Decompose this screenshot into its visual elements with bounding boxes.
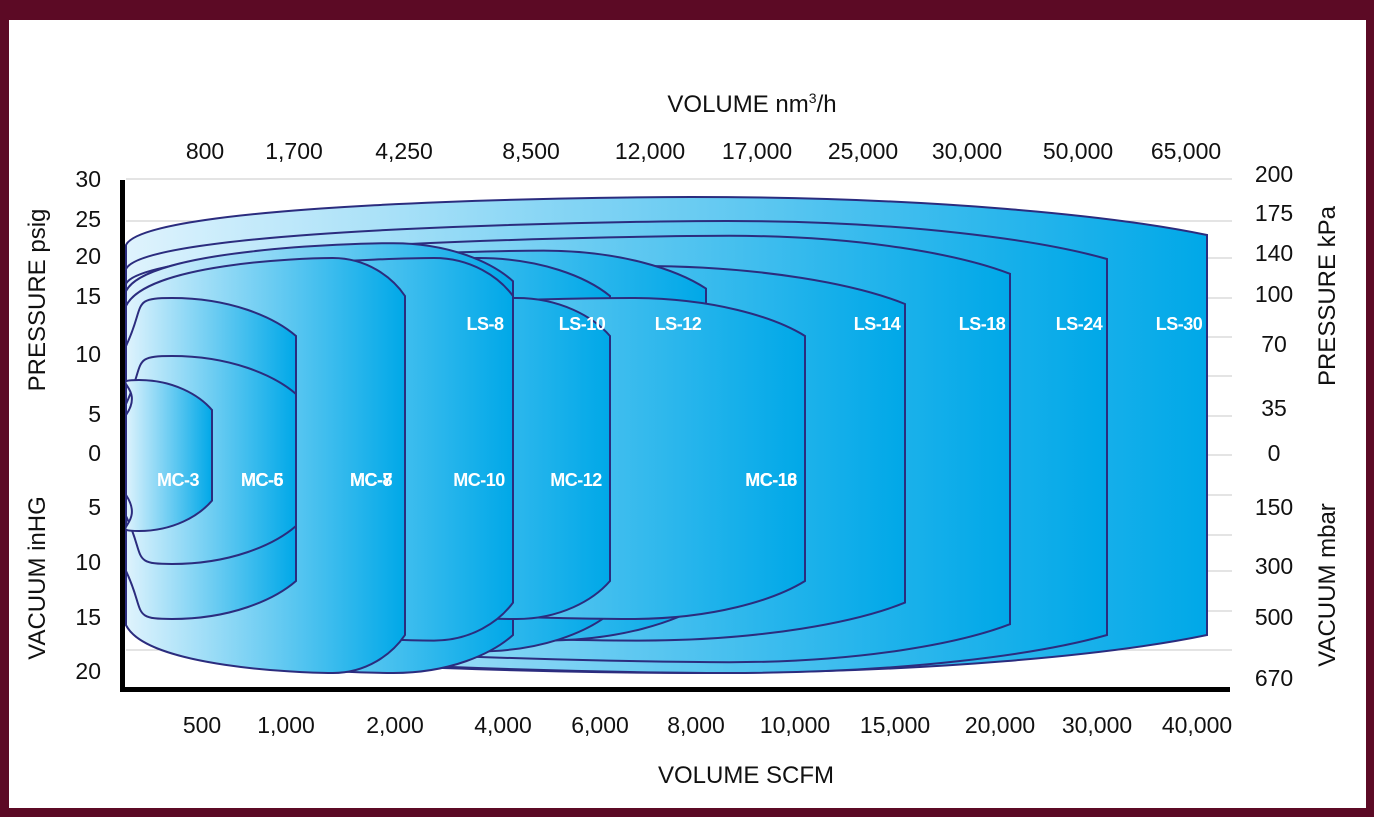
x-bottom-tick-2: 2,000 [366,712,424,738]
x-top-tick-6: 25,000 [828,138,898,164]
band-label-mc-3: MC-3 [157,470,199,490]
y-right-vacuum-tick-0: 150 [1255,494,1293,520]
x-top-tick-5: 17,000 [722,138,792,164]
x-top-tick-2: 4,250 [375,138,433,164]
y-left-pressure-tick-5: 5 [88,401,101,427]
band-series [124,195,1208,675]
band-label-ls-14: LS-14 [854,314,901,334]
y-left-pressure-tick-1: 25 [75,206,101,232]
band-label-ls-10: LS-10 [559,314,606,334]
band-label-ls-30: LS-30 [1156,314,1203,334]
x-bottom-tick-10: 40,000 [1162,712,1232,738]
x-bottom-tick-7: 15,000 [860,712,930,738]
x-top-axis-title: VOLUME nm3/h [667,90,836,118]
band-labels: LS-30LS-24LS-18LS-14LS-12LS-10LS-8MC-18M… [157,314,1203,490]
y-left-vacuum-title: VACUUM inHG [24,496,51,660]
band-label-mc-8: MC-8 [350,470,392,490]
band-label-mc-5: MC-5 [241,470,283,490]
band-label-ls-24: LS-24 [1056,314,1103,334]
y-right-pressure-tick-4: 70 [1261,331,1287,357]
x-bottom-tick-4: 6,000 [571,712,629,738]
y-left-vacuum-tick-2: 15 [75,604,101,630]
band-label-ls-8: LS-8 [466,314,503,334]
band-label-mc-6: MC-6 [241,470,283,490]
x-top-tick-1: 1,700 [265,138,323,164]
y-left-pressure-title: PRESSURE psig [24,209,51,392]
y-left-pressure-tick-4: 10 [75,341,101,367]
y-left-vacuum-tick-3: 20 [75,658,101,684]
y-right-pressure-tick-0: 200 [1255,161,1293,187]
y-right-pressure-tick-5: 35 [1261,395,1287,421]
y-right-vacuum-tick-2: 500 [1255,604,1293,630]
y-left-pressure-tick-2: 20 [75,243,101,269]
y-right-pressure-tick-1: 175 [1255,200,1293,226]
y-right-pressure-tick-6: 0 [1268,440,1281,466]
y-right-vacuum-tick-1: 300 [1255,553,1293,579]
x-top-tick-7: 30,000 [932,138,1002,164]
y-right-pressure-title: PRESSURE kPa [1314,205,1341,386]
x-top-tick-4: 12,000 [615,138,685,164]
x-bottom-tick-9: 30,000 [1062,712,1132,738]
x-bottom-tick-3: 4,000 [474,712,532,738]
x-bottom-tick-5: 8,000 [667,712,725,738]
y-right-vacuum-title: VACUUM mbar [1314,503,1341,667]
y-right-vacuum-tick-3: 670 [1255,665,1293,691]
y-left-pressure-tick-0: 30 [75,166,101,192]
x-top-tick-9: 65,000 [1151,138,1221,164]
band-label-ls-18: LS-18 [959,314,1006,334]
x-bottom-tick-8: 20,000 [965,712,1035,738]
x-bottom-tick-6: 10,000 [760,712,830,738]
x-top-tick-3: 8,500 [502,138,560,164]
band-label-mc-7: MC-7 [350,470,392,490]
x-bottom-tick-1: 1,000 [257,712,315,738]
y-left-pressure-tick-6: 0 [88,440,101,466]
band-label-mc-10: MC-10 [453,470,505,490]
x-top-tick-0: 800 [186,138,224,164]
y-left-pressure-tick-3: 15 [75,283,101,309]
x-bottom-tick-0: 500 [183,712,221,738]
y-right-pressure-tick-3: 100 [1255,281,1293,307]
tick-labels: 500 1,000 2,000 4,000 6,000 8,000 10,000 15,000… [75,138,1293,738]
band-mc-3 [124,378,213,533]
band-label-mc-12: MC-12 [550,470,602,490]
x-top-tick-8: 50,000 [1043,138,1113,164]
band-label-mc-18: MC-18 [745,470,797,490]
band-label-ls-12: LS-12 [655,314,702,334]
y-left-vacuum-tick-1: 10 [75,549,101,575]
y-right-pressure-tick-2: 140 [1255,240,1293,266]
band-label-mc-16: MC-16 [745,470,797,490]
y-left-vacuum-tick-0: 5 [88,494,101,520]
x-bottom-axis-title: VOLUME SCFM [658,762,834,789]
